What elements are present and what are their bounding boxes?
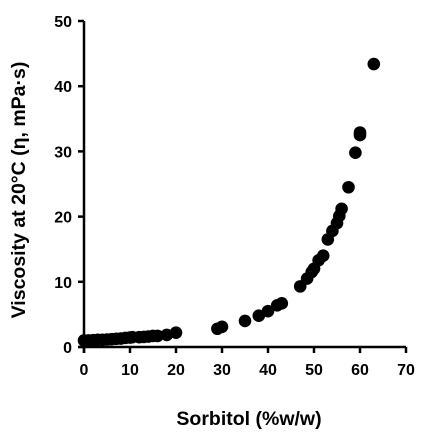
y-tick-label: 40 — [54, 79, 72, 96]
data-point — [238, 314, 252, 328]
data-point — [342, 180, 355, 194]
data-point — [169, 326, 183, 339]
data-point — [215, 320, 229, 334]
x-tick-label: 60 — [351, 362, 369, 379]
data-point — [316, 249, 330, 263]
x-axis-ticks: 0 10 20 30 40 50 60 70 — [80, 347, 415, 379]
x-tick-label: 50 — [305, 362, 323, 379]
data-point — [353, 126, 367, 139]
data-point — [349, 146, 362, 160]
x-tick-label: 20 — [167, 362, 185, 379]
y-axis-ticks: 0 10 20 30 40 50 — [54, 14, 84, 357]
data-point — [261, 304, 275, 318]
x-tick-label: 10 — [121, 362, 139, 379]
data-point — [151, 329, 164, 343]
y-tick-label: 20 — [54, 210, 72, 227]
y-tick-label: 0 — [63, 340, 72, 357]
y-tick-label: 10 — [54, 275, 72, 292]
x-tick-label: 30 — [213, 362, 231, 379]
x-tick-label: 40 — [259, 362, 277, 379]
data-point — [367, 57, 381, 71]
x-axis-title: Sorbitol (%w/w) — [176, 408, 321, 430]
y-axis-title: Viscosity at 20°C (η, mPa·s) — [8, 62, 30, 319]
x-tick-label: 0 — [80, 362, 89, 379]
data-point — [275, 297, 289, 310]
data-point — [335, 202, 348, 216]
data-points-layer — [77, 57, 381, 347]
y-tick-label: 30 — [54, 144, 72, 161]
y-tick-label: 50 — [54, 14, 72, 31]
x-tick-label: 70 — [397, 362, 415, 379]
